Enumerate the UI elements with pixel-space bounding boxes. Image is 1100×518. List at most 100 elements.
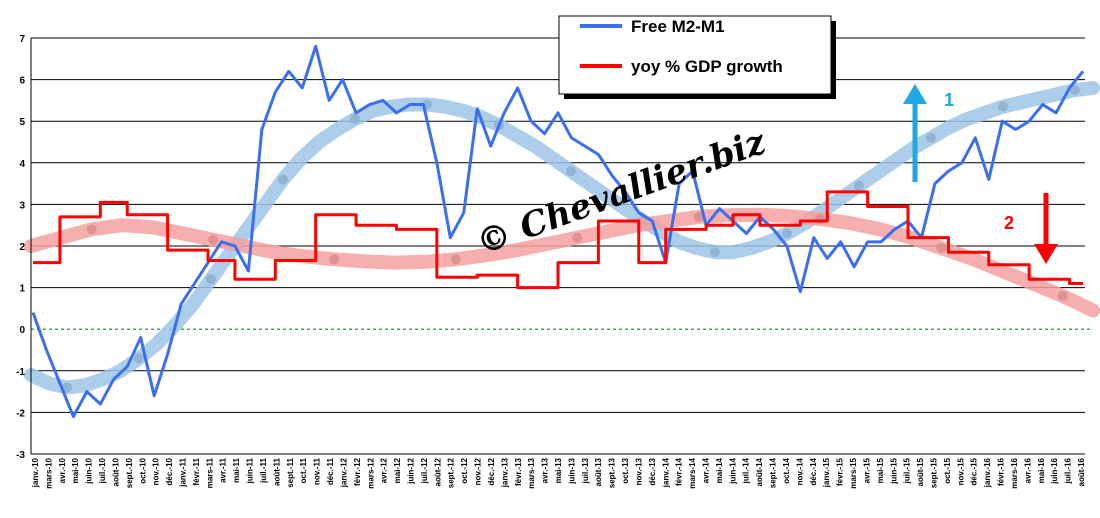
x-tick-label: avr.-15 — [862, 457, 871, 483]
x-tick-label: mai-12 — [393, 457, 402, 483]
x-tick-label: nov.-11 — [313, 457, 322, 485]
annotation-label-1: 1 — [944, 90, 954, 110]
x-tick-label: août-10 — [111, 457, 120, 486]
x-tick-label: juin-16 — [1050, 457, 1059, 484]
x-tick-label: févr.-14 — [675, 457, 684, 486]
trend-gdp-dot — [693, 211, 704, 222]
x-tick-label: juin-13 — [567, 457, 576, 484]
trend-gdp-dot — [936, 243, 947, 254]
x-tick-label: févr.-16 — [997, 457, 1006, 486]
trend-m2m1-dot — [782, 228, 792, 239]
x-tick-label: févr.-13 — [514, 457, 523, 486]
x-tick-label: juin-12 — [406, 457, 415, 484]
y-tick-label: 6 — [19, 76, 25, 87]
y-tick-label: 4 — [19, 159, 25, 170]
x-tick-label: déc.-15 — [970, 457, 979, 485]
x-tick-label: déc.-12 — [487, 457, 496, 485]
y-tick-label: 1 — [19, 284, 25, 295]
trend-gdp-dot — [1057, 290, 1068, 301]
x-tick-label: mars-14 — [688, 457, 697, 488]
trend-m2m1-dot — [854, 180, 864, 191]
x-tick-label: mai-10 — [71, 457, 80, 483]
x-tick-label: nov.-12 — [474, 457, 483, 485]
x-tick-label: juin-14 — [728, 457, 737, 484]
y-tick-label: -3 — [16, 450, 25, 461]
y-tick-label: 7 — [19, 34, 25, 45]
x-tick-label: déc.-10 — [165, 457, 174, 485]
x-tick-label: mai-13 — [554, 457, 563, 483]
x-tick-label: août-15 — [916, 457, 925, 486]
x-tick-label: janv.-16 — [983, 457, 992, 488]
x-tick-label: avr.-14 — [702, 457, 711, 483]
x-tick-label: avr.-11 — [219, 457, 228, 482]
x-tick-label: mars-12 — [366, 457, 375, 488]
trend-m2m1-dot — [206, 274, 216, 285]
trend-m2m1-dot — [350, 114, 360, 125]
arrow-down-head — [1034, 244, 1058, 264]
x-tick-label: nov.-10 — [152, 457, 161, 485]
trend-gdp-dot — [86, 224, 97, 235]
annotations: 12 — [903, 84, 1058, 264]
x-tick-label: sept.-13 — [608, 457, 617, 488]
arrow-up-head — [903, 84, 927, 104]
series-lines — [31, 44, 1085, 419]
series-gdp-line — [33, 190, 1083, 290]
trend-gdp-dot — [208, 234, 219, 245]
x-tick-label: juin-15 — [889, 457, 898, 484]
x-tick-label: oct.-10 — [138, 457, 147, 483]
x-tick-label: janv.-14 — [661, 457, 670, 488]
x-tick-label: août-13 — [594, 457, 603, 486]
trend-m2m1-dot — [1070, 85, 1080, 95]
x-tick-label: févr.-12 — [353, 457, 362, 486]
x-tick-label: janv.-12 — [339, 457, 348, 488]
x-tick-label: déc.-11 — [326, 457, 335, 485]
x-tick-label: juil.-13 — [581, 457, 590, 484]
annotation-label-2: 2 — [1004, 213, 1014, 233]
trend-m2m1-dot — [278, 174, 288, 185]
x-tick-label: janv.-11 — [179, 457, 188, 487]
y-tick-label: -1 — [16, 367, 25, 378]
x-tick-label: juin-10 — [85, 457, 94, 484]
x-tick-label: mars-16 — [1010, 457, 1019, 488]
x-tick-label: juil.-10 — [98, 457, 107, 484]
x-tick-label: avr.-10 — [58, 457, 67, 483]
x-tick-label: mars-10 — [44, 457, 53, 488]
x-tick-label: juil.-11 — [259, 457, 268, 483]
x-tick-label: avr.-13 — [541, 457, 550, 483]
trend-m2m1-dot — [710, 247, 720, 258]
x-tick-label: oct.-13 — [621, 457, 630, 483]
x-tick-label: nov.-15 — [956, 457, 965, 485]
x-tick-label: août-14 — [755, 457, 764, 486]
trend-m2m1-dot — [62, 382, 72, 393]
trend-m2m1-dot — [926, 132, 936, 143]
x-tick-label: janv.-13 — [500, 457, 509, 488]
x-tick-label: août-12 — [433, 457, 442, 486]
x-tick-label: sept.-10 — [125, 457, 134, 488]
x-tick-label: oct.-11 — [299, 457, 308, 483]
x-tick-label: mars-13 — [527, 457, 536, 488]
legend: Free M2-M1 yoy % GDP growth — [558, 15, 836, 99]
x-tick-label: déc.-13 — [648, 457, 657, 485]
x-tick-label: févr.-15 — [836, 457, 845, 486]
x-tick-label: mars-15 — [849, 457, 858, 488]
x-tick-label: févr.-11 — [192, 457, 201, 485]
x-tick-label: nov.-13 — [634, 457, 643, 485]
x-tick-label: oct.-12 — [460, 457, 469, 483]
x-tick-label: juil.-15 — [903, 457, 912, 484]
y-tick-label: 5 — [19, 117, 25, 128]
trend-m2m1-dot — [134, 353, 144, 364]
x-tick-label: sept.-12 — [447, 457, 456, 488]
x-tick-label: déc.-14 — [809, 457, 818, 485]
x-tick-label: mai-16 — [1037, 457, 1046, 483]
x-tick-label: juil.-14 — [742, 457, 751, 484]
trend-m2m1-dot — [998, 101, 1008, 112]
trend-gdp-dot — [572, 232, 583, 243]
x-tick-label: avr.-12 — [380, 457, 389, 483]
x-tick-label: août-16 — [1077, 457, 1086, 486]
y-tick-label: 0 — [19, 325, 25, 336]
x-tick-label: mai-14 — [715, 457, 724, 483]
x-tick-label: juin-11 — [246, 457, 255, 484]
